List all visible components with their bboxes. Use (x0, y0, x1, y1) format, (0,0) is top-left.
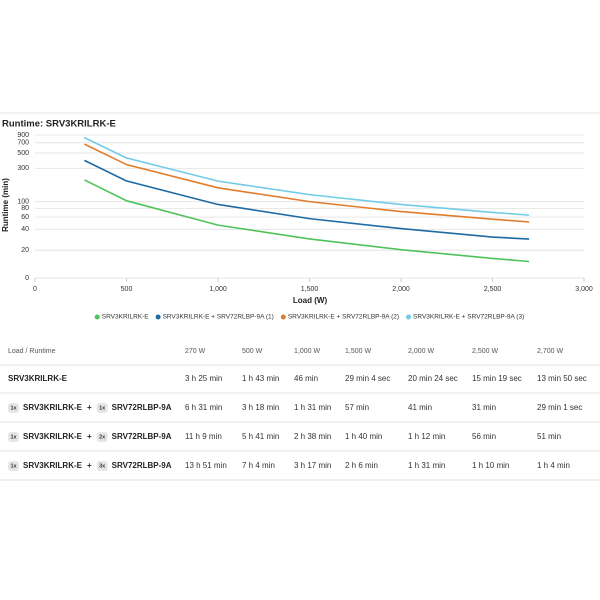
battery-model: SRV72RLBP-9A (112, 403, 172, 412)
y-tick-label: 100 (17, 198, 29, 205)
runtime-cell: 11 h 9 min (185, 432, 222, 441)
qty-badge (8, 432, 19, 442)
x-tick-label: 1,000 (209, 286, 227, 293)
runtime-cell: 29 min 4 sec (345, 374, 390, 383)
y-tick-label: 700 (17, 140, 29, 147)
runtime-cell: 1 h 10 min (472, 461, 509, 470)
runtime-cell: 3 h 25 min (185, 374, 222, 383)
runtime-cell: 1 h 4 min (537, 461, 570, 470)
qty-label: 1x (10, 434, 17, 440)
plus-sign: + (87, 461, 92, 470)
qty-badge (8, 403, 19, 413)
runtime-cell: 1 h 31 min (294, 403, 331, 412)
runtime-cell: 13 min 50 sec (537, 374, 587, 383)
battery-model: SRV72RLBP-9A (112, 461, 172, 470)
qty-label: 3x (99, 463, 106, 469)
runtime-cell: 1 h 12 min (408, 432, 445, 441)
table-header: 1,000 W (294, 348, 320, 355)
runtime-cell: 5 h 41 min (242, 432, 279, 441)
runtime-cell: 41 min (408, 403, 432, 412)
runtime-cell: 29 min 1 sec (537, 403, 582, 412)
legend-marker (280, 314, 286, 320)
legend-label: SRV3KRILRK-E + SRV72RLBP-9A (1) (163, 314, 274, 321)
legend-label: SRV3KRILRK-E + SRV72RLBP-9A (3) (413, 314, 524, 321)
series-line (84, 159, 530, 240)
runtime-cell: 46 min (294, 374, 318, 383)
ups-model: SRV3KRILRK-E (23, 432, 83, 441)
battery-model: SRV72RLBP-9A (112, 432, 172, 441)
qty-label: 1x (10, 405, 17, 411)
table-header: 1,500 W (345, 348, 371, 355)
ups-model: SRV3KRILRK-E (23, 461, 83, 470)
qty-badge (8, 461, 19, 471)
y-tick-label: 20 (21, 247, 29, 254)
table-header: 2,000 W (408, 348, 434, 355)
y-tick-label: 80 (21, 205, 29, 212)
legend-marker (94, 314, 100, 320)
plus-sign: + (87, 403, 92, 412)
x-axis-label: Load (W) (293, 296, 328, 305)
chart-title: Runtime: SRV3KRILRK-E (2, 119, 116, 130)
series-line (84, 179, 530, 263)
table-header: 2,500 W (472, 348, 498, 355)
x-tick-label: 500 (121, 286, 133, 293)
qty-label: 1x (10, 463, 17, 469)
legend-marker (406, 314, 412, 320)
x-tick-label: 0 (33, 286, 37, 293)
x-tick-label: 2,000 (392, 286, 410, 293)
runtime-cell: 1 h 43 min (242, 374, 279, 383)
runtime-cell: 31 min (472, 403, 496, 412)
y-tick-label: 0 (25, 275, 29, 282)
runtime-cell: 51 min (537, 432, 561, 441)
x-tick-label: 1,500 (301, 286, 319, 293)
runtime-cell: 1 h 31 min (408, 461, 445, 470)
y-tick-label: 900 (17, 132, 29, 139)
runtime-cell: 1 h 40 min (345, 432, 382, 441)
runtime-cell: 6 h 31 min (185, 403, 222, 412)
runtime-cell: 7 h 4 min (242, 461, 275, 470)
runtime-cell: 2 h 6 min (345, 461, 378, 470)
legend-label: SRV3KRILRK-E (102, 314, 150, 321)
plus-sign: + (87, 432, 92, 441)
y-tick-label: 500 (17, 150, 29, 157)
x-tick-label: 3,000 (575, 286, 593, 293)
series-line (84, 143, 530, 223)
qty-badge (96, 432, 108, 442)
qty-label: 2x (99, 434, 106, 440)
series-line (84, 136, 530, 216)
y-tick-label: 300 (17, 165, 29, 172)
runtime-cell: 20 min 24 sec (408, 374, 458, 383)
runtime-cell: 3 h 18 min (242, 403, 279, 412)
legend-label: SRV3KRILRK-E + SRV72RLBP-9A (2) (288, 314, 399, 321)
table-header: Load / Runtime (8, 348, 56, 355)
table-header: 270 W (185, 348, 206, 355)
qty-badge (96, 403, 108, 413)
runtime-cell: 56 min (472, 432, 496, 441)
y-tick-label: 60 (21, 214, 29, 221)
x-tick-label: 2,500 (484, 286, 502, 293)
table-header: 500 W (242, 348, 263, 355)
runtime-cell: 15 min 19 sec (472, 374, 522, 383)
table-header: 2,700 W (537, 348, 563, 355)
qty-label: 1x (99, 405, 106, 411)
y-tick-label: 40 (21, 226, 29, 233)
ups-model: SRV3KRILRK-E (23, 403, 83, 412)
runtime-cell: 3 h 17 min (294, 461, 331, 470)
y-axis-label: Runtime (min) (1, 178, 10, 232)
ups-model: SRV3KRILRK-E (8, 374, 68, 383)
runtime-cell: 2 h 38 min (294, 432, 331, 441)
legend-marker (155, 314, 161, 320)
runtime-cell: 13 h 51 min (185, 461, 227, 470)
qty-badge (96, 461, 108, 471)
runtime-cell: 57 min (345, 403, 369, 412)
